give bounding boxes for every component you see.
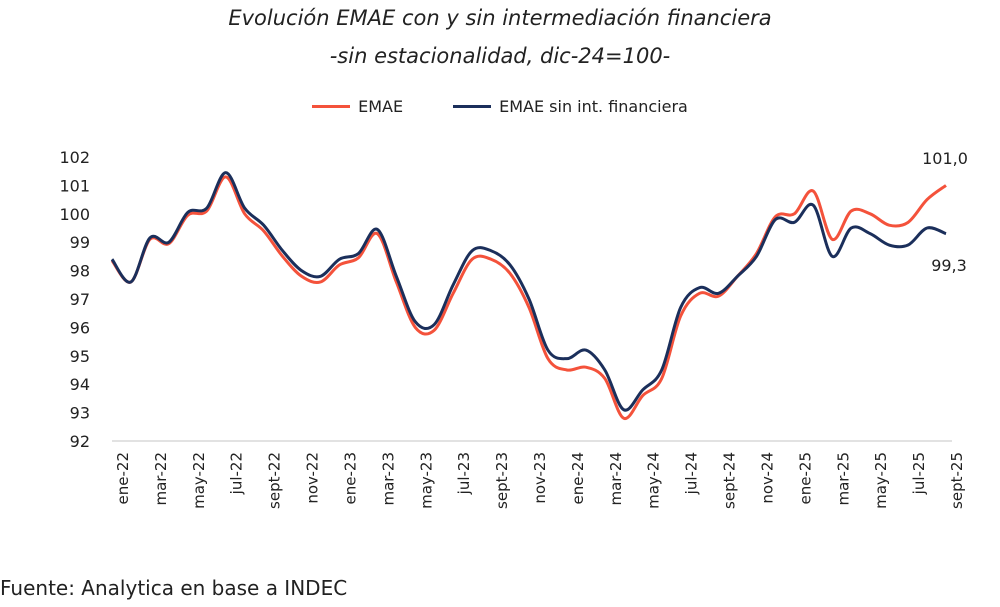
x-tick-label: mar-22 <box>152 452 170 506</box>
x-tick-label: mar-24 <box>607 452 625 506</box>
legend-swatch-emae-sin-int <box>453 105 492 108</box>
y-tick-label: 97 <box>70 290 90 309</box>
chart-subtitle: -sin estacionalidad, dic-24=100- <box>329 44 671 68</box>
y-tick-label: 94 <box>70 375 90 394</box>
y-tick-label: 102 <box>59 148 90 167</box>
legend-swatch-emae <box>312 105 351 108</box>
x-tick-label: jul-25 <box>910 452 928 495</box>
y-tick-label: 100 <box>59 205 90 224</box>
y-tick-label: 101 <box>59 176 90 195</box>
x-tick-label: sept-23 <box>493 452 511 509</box>
legend-label-emae-sin-int: EMAE sin int. financiera <box>499 97 688 116</box>
end-label-emae-sin-int: 99,3 <box>931 256 967 275</box>
end-label-emae: 101,0 <box>922 149 968 168</box>
x-tick-label: may-24 <box>645 452 663 509</box>
legend-label-emae: EMAE <box>358 97 404 116</box>
legend-item-emae-sin-int: EMAE sin int. financiera <box>453 97 688 116</box>
x-tick-label: jul-24 <box>683 452 701 495</box>
series-line-emae <box>110 175 947 420</box>
x-tick-label: jul-23 <box>455 452 473 495</box>
x-tick-label: sept-24 <box>721 452 739 509</box>
x-tick-label: mar-25 <box>834 452 852 506</box>
x-tick-label: ene-24 <box>569 452 587 504</box>
series-line-emae-sin-int <box>110 171 947 412</box>
y-tick-label: 99 <box>70 233 90 252</box>
legend-item-emae: EMAE <box>312 97 403 116</box>
x-tick-label: mar-23 <box>379 452 397 506</box>
x-tick-label: sept-22 <box>266 452 284 509</box>
x-tick-label: may-22 <box>190 452 208 509</box>
x-tick-label: nov-22 <box>304 452 322 504</box>
x-tick-label: may-25 <box>872 452 890 509</box>
x-tick-label: nov-24 <box>758 452 776 504</box>
x-tick-label: ene-22 <box>114 452 132 504</box>
x-tick-label: may-23 <box>417 452 435 509</box>
x-tick-label: jul-22 <box>228 452 246 495</box>
y-tick-label: 92 <box>70 432 90 451</box>
x-tick-label: sept-25 <box>948 452 966 509</box>
y-tick-label: 93 <box>70 404 90 423</box>
y-tick-label: 96 <box>70 318 90 337</box>
source-note: Fuente: Analytica en base a INDEC <box>0 576 348 600</box>
x-tick-label: ene-25 <box>796 452 814 504</box>
x-tick-label: nov-23 <box>531 452 549 504</box>
y-tick-label: 95 <box>70 347 90 366</box>
chart-title: Evolución EMAE con y sin intermediación … <box>228 6 772 30</box>
y-tick-label: 98 <box>70 262 90 281</box>
x-tick-label: ene-23 <box>341 452 359 504</box>
legend: EMAE EMAE sin int. financiera <box>0 97 1000 116</box>
